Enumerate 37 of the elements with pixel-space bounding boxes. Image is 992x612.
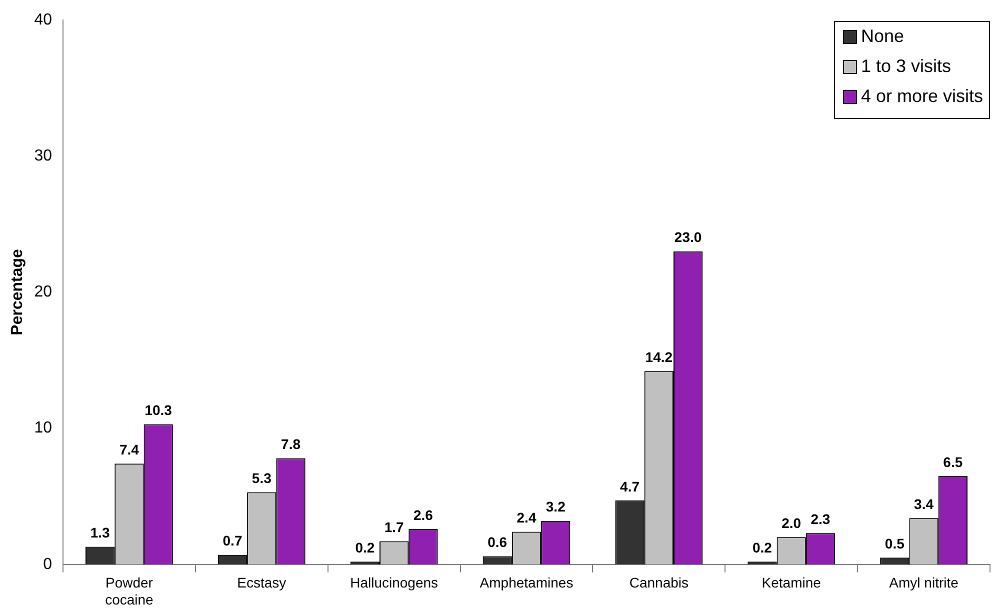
x-tick-label: Hallucinogens [350, 574, 438, 591]
x-tick-label: Ecstasy [237, 574, 286, 591]
data-label: 1.7 [384, 519, 404, 536]
data-label: 0.6 [488, 534, 508, 550]
data-label: 1.3 [90, 524, 110, 541]
legend-label: None [861, 26, 904, 47]
data-label: 10.3 [144, 402, 172, 418]
x-tick-label: Amyl nitrite [889, 574, 959, 591]
data-label: 7.4 [119, 442, 140, 458]
data-label: 4.7 [620, 478, 640, 494]
data-label: 3.4 [914, 496, 934, 512]
y-tick-label: 30 [34, 148, 52, 165]
x-tick-label: Amphetamines [480, 574, 574, 591]
data-label: 3.2 [546, 498, 566, 515]
data-label: 0.5 [884, 535, 905, 552]
data-label: 2.6 [413, 506, 434, 523]
data-label: 23.0 [674, 229, 702, 246]
data-label: 0.7 [222, 532, 242, 549]
data-label: 2.3 [810, 510, 830, 527]
data-label: 5.3 [252, 470, 272, 486]
x-tick-label: Powder cocaine [105, 574, 154, 608]
legend-label: 1 to 3 visits [861, 56, 952, 77]
data-label: 6.5 [943, 454, 963, 470]
x-tick-label: Cannabis [629, 574, 689, 591]
data-label: 2.4 [516, 510, 536, 526]
data-label: 0.2 [752, 540, 772, 556]
x-tick-label: Ketamine [762, 574, 822, 591]
data-label: 2.0 [782, 515, 802, 532]
data-label: 0.2 [355, 540, 375, 556]
data-label: 7.8 [281, 436, 301, 452]
y-tick-label: 40 [34, 11, 52, 28]
legend-label: 4 or more visits [861, 86, 984, 107]
y-tick-label: 20 [34, 284, 52, 301]
y-tick-label: 0 [43, 556, 52, 573]
data-label: 14.2 [645, 348, 673, 365]
y-tick-label: 10 [34, 420, 52, 437]
y-axis-title: Percentage [9, 248, 26, 336]
